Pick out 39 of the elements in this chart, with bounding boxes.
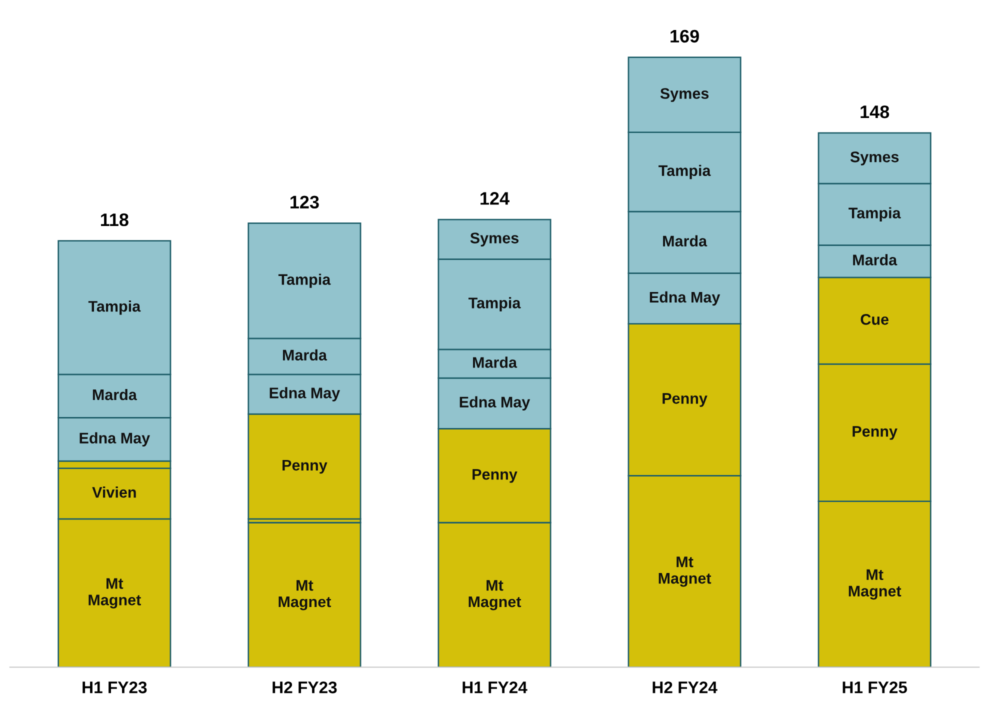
- bar: [248, 522, 362, 668]
- text: Edna May: [80, 432, 150, 446]
- x-tick-label: H2 FY24: [652, 682, 718, 694]
- text: Tampia: [468, 297, 521, 312]
- annotation: 123: [290, 196, 319, 209]
- series-label: Symes: [470, 232, 519, 246]
- x-tick-label: H1 FY23: [82, 682, 147, 694]
- text: Marda: [282, 349, 328, 361]
- text: Penny: [472, 469, 518, 483]
- series-label: Mt Magnet: [88, 578, 141, 608]
- annotation: 169: [670, 30, 699, 43]
- text: Marda: [853, 254, 898, 266]
- text: Mt Magnet: [848, 569, 902, 600]
- text: Mt Magnet: [658, 556, 712, 587]
- text: Mt Magnet: [278, 580, 332, 610]
- series-label: Tampia: [848, 207, 901, 222]
- text: Mt Magnet: [468, 580, 522, 610]
- text: Edna May: [650, 291, 720, 306]
- series-label: Marda: [473, 356, 518, 368]
- text: Symes: [660, 88, 709, 102]
- x-tick-label: H2 FY23: [272, 682, 337, 694]
- series-label: Edna May: [270, 387, 340, 402]
- text: Edna May: [460, 396, 530, 411]
- text: Tampia: [658, 164, 711, 180]
- annotation: 148: [860, 105, 890, 118]
- series-label: Penny: [282, 460, 328, 474]
- text: Symes: [850, 152, 899, 166]
- series-label: Vivien: [92, 486, 136, 498]
- text: Tampia: [88, 300, 141, 315]
- annotation: 124: [480, 192, 510, 205]
- text: Marda: [663, 235, 708, 246]
- text: Marda: [92, 388, 138, 400]
- text: Tampia: [278, 274, 331, 288]
- series-label: Cue: [860, 314, 888, 325]
- annotation: 118: [100, 213, 128, 226]
- x-tick-label: H1 FY24: [462, 682, 528, 694]
- text: Penny: [852, 426, 898, 440]
- text: Penny: [662, 393, 708, 407]
- x-tick-label: H1 FY25: [842, 682, 908, 694]
